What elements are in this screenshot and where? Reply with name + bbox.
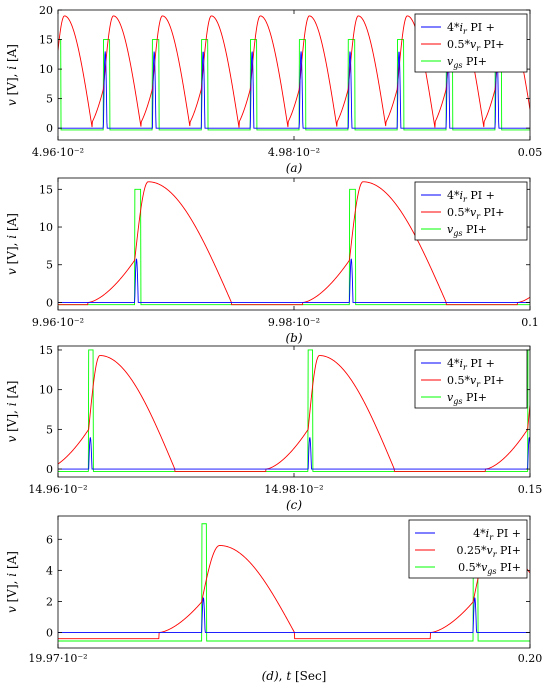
legend-item-vgs-label: vgs PI+ [447, 391, 487, 406]
panel-caption: (c) [286, 498, 302, 512]
legend-box [414, 349, 528, 409]
panel-d: 0 2 4 6 19.97·10⁻² 0.20 v [V], i [A] (d), t [Se… [5, 515, 543, 683]
legend-box [414, 181, 528, 241]
y-tick-label: 5 [46, 259, 53, 272]
series-vr-line [58, 355, 530, 472]
legend-item-ir-label: 4*ir PI + [447, 21, 495, 36]
y-tick-label: 15 [39, 34, 53, 47]
series-ir-line [58, 51, 530, 129]
series-ir-line [58, 437, 530, 470]
y-tick-label: 15 [39, 344, 53, 357]
x-tick-label: 4.96·10⁻² [32, 146, 84, 159]
y-tick-label: 10 [39, 221, 53, 234]
y-tick-label: 5 [46, 93, 53, 106]
y-tick-label: 4 [46, 564, 53, 577]
legend-item-vr-label: 0.5*vr PI+ [447, 206, 505, 221]
legend-item-ir-label: 4*ir PI + [447, 357, 495, 372]
x-tick-label: 0.1 [521, 316, 539, 329]
y-tick-label: 20 [39, 4, 53, 17]
legend: 4*ir PI + 0.5*vr PI+ vgs PI+ [414, 181, 528, 241]
x-tick-label: 14.98·10⁻² [264, 483, 323, 496]
legend-item-vr-label: 0.5*vr PI+ [447, 38, 505, 53]
y-axis-label: v [V], i [A] [5, 551, 19, 613]
y-tick-label: 2 [46, 595, 53, 608]
legend-box [414, 13, 528, 73]
legend-item-vgs-label: vgs PI+ [447, 55, 487, 70]
panel-caption: (a) [286, 161, 303, 175]
legend-item-vgs-label: 0.5*vgs PI+ [458, 561, 521, 576]
legend-item-vr-label: 0.5*vr PI+ [447, 374, 505, 389]
x-tick-label: 0.20 [518, 652, 543, 665]
panel-caption: (b) [285, 331, 302, 345]
y-tick-label: 0 [46, 626, 53, 639]
y-tick-label: 10 [39, 384, 53, 397]
legend-item-vr-label: 0.25*vr PI+ [456, 544, 521, 559]
series-vr-line [58, 545, 530, 640]
y-axis-label: v [V], i [A] [5, 381, 19, 443]
series-ir-line [58, 258, 530, 303]
panel-a: 0 5 10 15 20 4.96·10⁻² 4.98·10⁻² 0.05 v [V], i [… [5, 4, 542, 175]
legend-item-vgs-label: vgs PI+ [447, 223, 487, 238]
series-vgs-line [58, 523, 530, 642]
y-tick-label: 10 [39, 63, 53, 76]
y-tick-label: 5 [46, 423, 53, 436]
x-tick-label: 4.98·10⁻² [268, 146, 320, 159]
legend: 4*ir PI + 0.25*vr PI+ 0.5*vgs PI+ [408, 519, 528, 579]
legend-item-ir-label: 4*ir PI + [447, 189, 495, 204]
y-tick-label: 0 [46, 122, 53, 135]
x-tick-label: 9.96·10⁻² [32, 316, 84, 329]
y-tick-label: 15 [39, 183, 53, 196]
y-tick-label: 6 [46, 533, 53, 546]
legend-item-ir-label: 4*ir PI + [473, 527, 521, 542]
y-tick-label: 0 [46, 463, 53, 476]
x-tick-label: 14.96·10⁻² [28, 483, 87, 496]
legend: 4*ir PI + 0.5*vr PI+ vgs PI+ [414, 13, 528, 73]
series-ir-line [58, 597, 530, 633]
panel-b: 0 5 10 15 9.96·10⁻² 9.98·10⁻² 0.1 v [V], i [A] (… [5, 177, 539, 345]
x-tick-label: 0.15 [518, 483, 543, 496]
y-tick-label: 0 [46, 296, 53, 309]
y-axis-label: v [V], i [A] [5, 44, 19, 106]
x-tick-label: 9.98·10⁻² [268, 316, 320, 329]
panel-c: 0 5 10 15 14.96·10⁻² 14.98·10⁻² 0.15 v [V], i [… [5, 344, 542, 512]
x-tick-label: 19.97·10⁻² [28, 652, 87, 665]
y-axis-label: v [V], i [A] [5, 213, 19, 275]
legend: 4*ir PI + 0.5*vr PI+ vgs PI+ [414, 349, 528, 409]
panel-caption: (d), t [Sec] [262, 669, 327, 683]
x-tick-label: 0.05 [518, 146, 543, 159]
legend-box [408, 519, 528, 579]
plot-frame [57, 515, 531, 649]
series-vr-line [58, 181, 530, 306]
